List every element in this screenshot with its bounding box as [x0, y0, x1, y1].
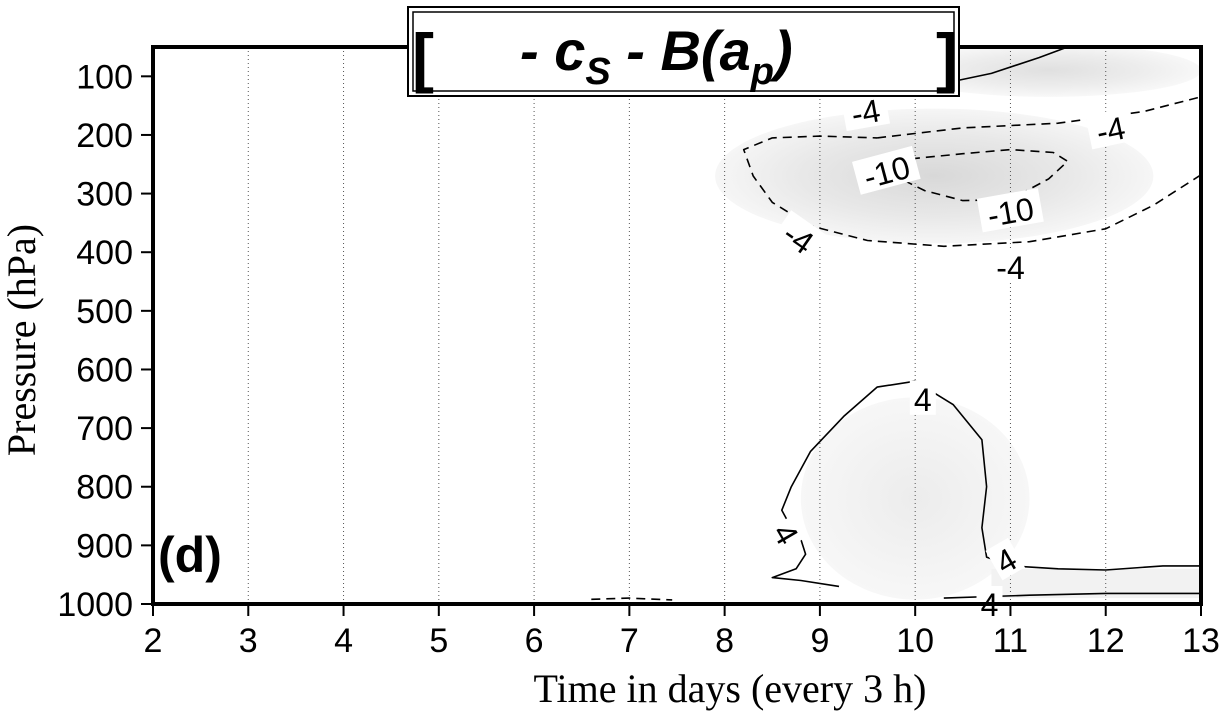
y-tick-label: 800 — [76, 469, 133, 507]
x-tick-label: 5 — [429, 622, 448, 660]
contour-line — [914, 380, 1201, 571]
chart-title: - cS - B(ap) — [520, 19, 793, 93]
shaded-regions — [715, 47, 1201, 600]
contour-label-bg — [1085, 106, 1136, 150]
x-tick-label: 4 — [334, 622, 353, 660]
y-tick-label: 700 — [76, 410, 133, 448]
x-tick-label: 9 — [810, 622, 829, 660]
y-tick-label: 300 — [76, 176, 133, 214]
contour-label-bg — [976, 188, 1044, 233]
contour-line — [876, 148, 1069, 202]
x-tick-label: 8 — [715, 622, 734, 660]
contour-label: -4 — [988, 248, 1033, 286]
contour-label-bg — [771, 210, 828, 264]
title-subscript-s: S — [585, 51, 610, 93]
x-tick-label: 7 — [620, 622, 639, 660]
y-axis-title: Pressure (hPa) — [0, 224, 44, 456]
contour-label: 4 — [766, 513, 809, 553]
title-bracket-right: ] — [936, 20, 958, 94]
y-tick-label: 1000 — [57, 586, 133, 624]
contour-label-bg — [985, 537, 1025, 581]
chart-title-box: [ ] - cS - B(ap) — [407, 6, 960, 97]
y-tick-label: 400 — [76, 234, 133, 272]
title-box-outer — [407, 6, 960, 97]
title-close-paren: ) — [769, 19, 793, 82]
contour-label-bg — [766, 513, 809, 553]
contour-label-text: -4 — [996, 250, 1024, 286]
contour-label-text: 4 — [914, 382, 932, 418]
contour-label-bg — [909, 380, 936, 415]
contour-line — [877, 96, 1201, 139]
x-axis-title: Time in days (every 3 h) — [534, 666, 927, 711]
shade-lower-positive — [800, 397, 1030, 600]
y-axis-ticks: 100 200 300 400 500 600 700 800 900 1000 — [57, 58, 153, 624]
y-tick-label: 500 — [76, 293, 133, 331]
contour-line — [591, 597, 673, 601]
contour-label-text: -10 — [985, 190, 1037, 233]
panel-label: (d) — [158, 527, 222, 583]
y-tick-label: 900 — [76, 527, 133, 565]
x-tick-label: 11 — [993, 622, 1028, 660]
x-tick-label: 13 — [1182, 622, 1220, 660]
vertical-grid-lines — [247, 47, 1107, 604]
contour-label-bg — [840, 89, 891, 132]
shade-upper-negative — [715, 108, 1154, 244]
contour-label: 4 — [909, 380, 936, 418]
x-axis-ticks: 2 3 4 5 6 7 8 9 10 11 12 13 — [144, 604, 1220, 660]
x-tick-label: 6 — [525, 622, 544, 660]
y-tick-label: 200 — [76, 117, 133, 155]
title-box-inner — [412, 11, 955, 92]
x-tick-label: 10 — [896, 622, 934, 660]
title-subscript-p: p — [750, 51, 774, 93]
contour-label-bg — [988, 248, 1033, 283]
x-tick-label: 3 — [239, 622, 258, 660]
x-tick-label: 12 — [1087, 622, 1125, 660]
y-tick-label: 600 — [76, 351, 133, 389]
shade-upper-positive — [896, 47, 1201, 97]
contour-label: -4 — [840, 89, 891, 133]
contour-label: -10 — [976, 188, 1044, 234]
x-tick-label: 2 — [144, 622, 163, 660]
title-bracket-left: [ — [412, 20, 434, 94]
title-part-b-a: - B(a — [611, 19, 751, 82]
title-part-minus-c: - c — [520, 19, 585, 82]
y-tick-label: 100 — [76, 58, 133, 96]
contour-label: -4 — [1085, 106, 1136, 151]
contour-label-bg — [851, 145, 921, 195]
contour-label-text: -4 — [849, 92, 883, 132]
